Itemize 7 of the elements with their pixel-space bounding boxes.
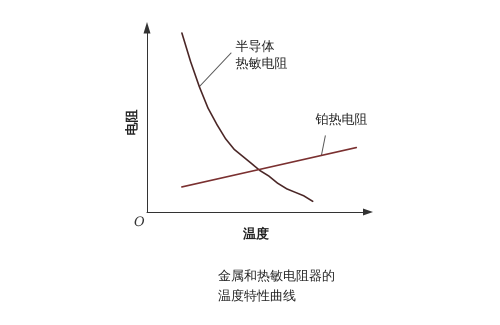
- text: 温度特性曲线: [218, 288, 296, 304]
- y-axis-title: 电阻: [125, 110, 140, 136]
- series-label: 铂热电阻: [314, 112, 368, 128]
- text: 金属和热敏电阻器的: [218, 269, 335, 284]
- text: O: [134, 215, 145, 230]
- text: 半导体热敏电阻: [235, 40, 288, 72]
- x-axis-title: 温度: [242, 226, 269, 242]
